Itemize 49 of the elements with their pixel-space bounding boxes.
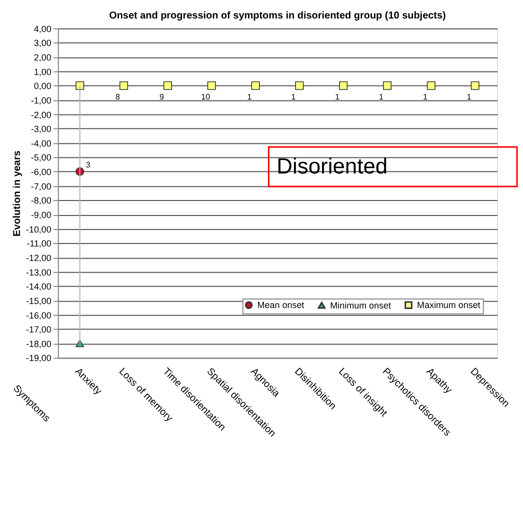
y-tick-label: -19,00: [26, 353, 52, 364]
y-tick-label: -5,00: [30, 152, 52, 163]
legend-label: Maximum onset: [417, 300, 481, 310]
point: [207, 81, 216, 90]
y-tick-label: -2,00: [30, 110, 52, 120]
annotation: 1: [422, 92, 428, 102]
chart-title: Onset and progression of symptoms in disoriented group (10 subjects): [109, 10, 446, 22]
annotation: 1: [466, 92, 472, 102]
annotation: 1: [379, 92, 384, 102]
y-tick-label: -12,00: [26, 252, 52, 263]
legend-label: Minimum onset: [330, 300, 392, 310]
y-tick-label: -11,00: [26, 238, 52, 249]
y-tick-label: -16,00: [26, 310, 52, 320]
annotation: 1: [247, 92, 252, 102]
y-tick-label: -4,00: [30, 138, 52, 148]
y-tick-label: -8,00: [30, 196, 52, 206]
y-tick-label: -9,00: [30, 210, 52, 220]
y-tick-label: -13,00: [26, 267, 52, 278]
y-tick-label: 2,00: [34, 52, 52, 63]
y-tick-label: -10,00: [26, 224, 52, 234]
y-tick-label: -7,00: [30, 181, 52, 192]
y-tick-label: -1,00: [30, 95, 52, 106]
y-tick-label: -3,00: [30, 124, 52, 134]
annotation: 8: [116, 92, 121, 102]
annotation: 9: [159, 92, 164, 102]
y-tick-label: 1,00: [34, 66, 52, 77]
point: [339, 81, 348, 90]
y-tick-label: -15,00: [26, 296, 52, 306]
annotation: 1: [291, 92, 296, 102]
point: [76, 81, 84, 90]
y-tick-label: -17,00: [26, 324, 52, 335]
y-tick-label: 4,00: [34, 24, 52, 34]
annotation: 1: [335, 92, 340, 102]
y-tick-label: 0,00: [34, 81, 52, 92]
point: [120, 81, 128, 90]
point: [295, 81, 304, 90]
y-axis-title: Evolution in years: [12, 150, 23, 236]
annotation: 10: [201, 92, 211, 102]
y-tick-label: -18,00: [26, 338, 52, 349]
point: [163, 81, 172, 90]
y-tick-label: -6,00: [30, 167, 52, 178]
point: [251, 81, 260, 90]
y-tick-label: -14,00: [26, 282, 52, 292]
point: [470, 81, 480, 90]
point: [382, 81, 392, 90]
annotation: 3: [86, 160, 91, 170]
y-tick-label: 3,00: [34, 38, 52, 48]
legend-label: Mean onset: [257, 300, 305, 310]
point: [426, 81, 436, 90]
